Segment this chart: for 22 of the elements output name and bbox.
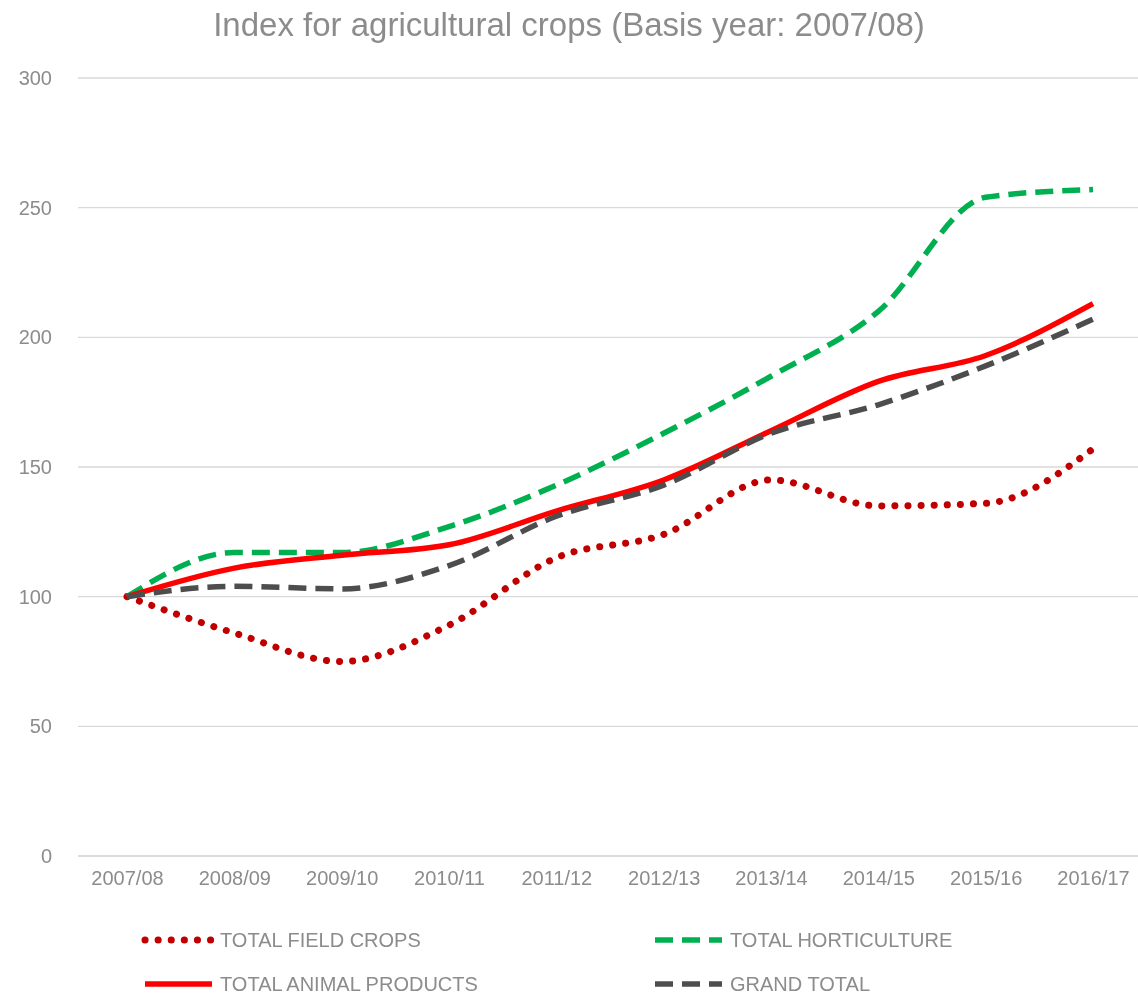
- y-tick-label: 0: [40, 844, 52, 867]
- legend-label: TOTAL HORTICULTURE: [730, 929, 953, 951]
- chart-title: Index for agricultural crops (Basis year: 2007/08): [213, 6, 925, 43]
- x-tick-label: 2016/17: [1057, 867, 1130, 889]
- x-tick-label: 2010/11: [414, 867, 485, 889]
- x-tick-label: 2013/14: [735, 867, 808, 889]
- legend-label: TOTAL FIELD CROPS: [220, 929, 421, 951]
- y-tick-label: 250: [18, 196, 52, 219]
- x-tick-label: 2011/12: [521, 867, 593, 889]
- legend-label: TOTAL ANIMAL PRODUCTS: [220, 973, 478, 994]
- x-tick-label: 2012/13: [628, 867, 701, 889]
- y-tick-label: 50: [29, 715, 52, 738]
- y-tick-label: 150: [18, 455, 52, 478]
- x-tick-label: 2009/10: [306, 867, 379, 889]
- y-tick-label: 300: [18, 66, 52, 89]
- y-tick-label: 200: [18, 326, 52, 349]
- x-tick-label: 2008/09: [198, 867, 271, 889]
- x-tick-label: 2014/15: [842, 867, 915, 889]
- y-tick-label: 100: [18, 585, 52, 608]
- legend-label: GRAND TOTAL: [730, 973, 871, 994]
- x-tick-label: 2015/16: [950, 867, 1023, 889]
- x-tick-label: 2007/08: [91, 867, 164, 889]
